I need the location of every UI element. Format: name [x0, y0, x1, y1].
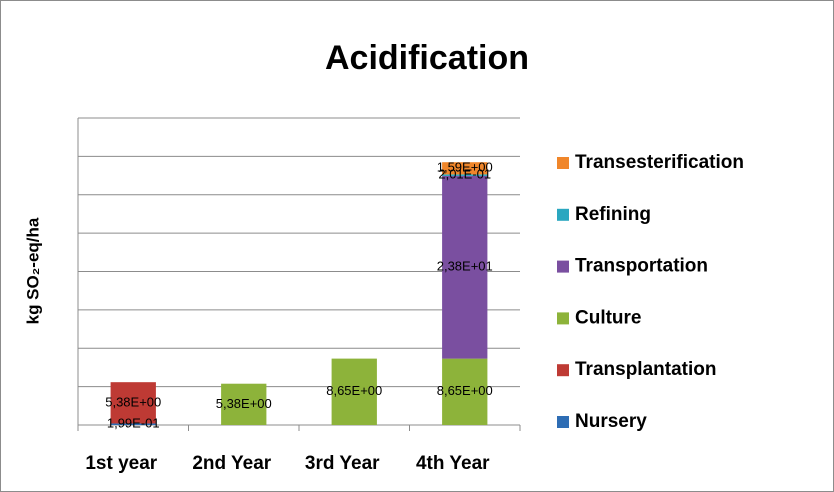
y-axis-label: kg SO₂-eq/ha [23, 217, 42, 324]
legend-swatch [557, 157, 569, 169]
bar-segment [110, 382, 156, 424]
data-label: 2,38E+01 [437, 259, 493, 274]
legend-label: Transplantation [575, 359, 716, 380]
legend-swatch [557, 208, 569, 221]
legend-label: Culture [575, 307, 642, 328]
legend-swatch [557, 364, 569, 377]
legend-label: Transportation [575, 256, 708, 277]
x-tick-label: 3rd Year [305, 453, 380, 474]
bar-segment [221, 383, 267, 425]
data-label: 1,59E+00 [437, 160, 493, 175]
bar-segment [442, 358, 488, 425]
chart-title: Acidification [325, 39, 529, 77]
legend-swatch [557, 312, 569, 325]
legend-swatch [557, 260, 569, 273]
bar-segment [442, 162, 488, 175]
x-tick-label: 2nd Year [192, 453, 271, 474]
data-label: 5,38E+00 [105, 394, 161, 409]
legend-label: Refining [575, 204, 651, 225]
data-label: 1,99E-01 [107, 416, 160, 431]
legend-swatch [557, 416, 569, 428]
bar-segment [442, 175, 488, 359]
bar-segment [331, 358, 377, 425]
legend-label: Nursery [575, 411, 647, 432]
data-label: 5,38E+00 [216, 396, 272, 411]
data-label: 2,01E-01 [438, 167, 491, 182]
data-label: 8,65E+00 [437, 383, 493, 398]
x-tick-label: 1st year [85, 453, 157, 474]
bar-segment [110, 423, 156, 425]
legend-label: Transesterification [575, 152, 744, 173]
x-tick-label: 4th Year [416, 453, 490, 474]
data-label: 8,65E+00 [326, 383, 382, 398]
bar-segment [442, 174, 488, 176]
